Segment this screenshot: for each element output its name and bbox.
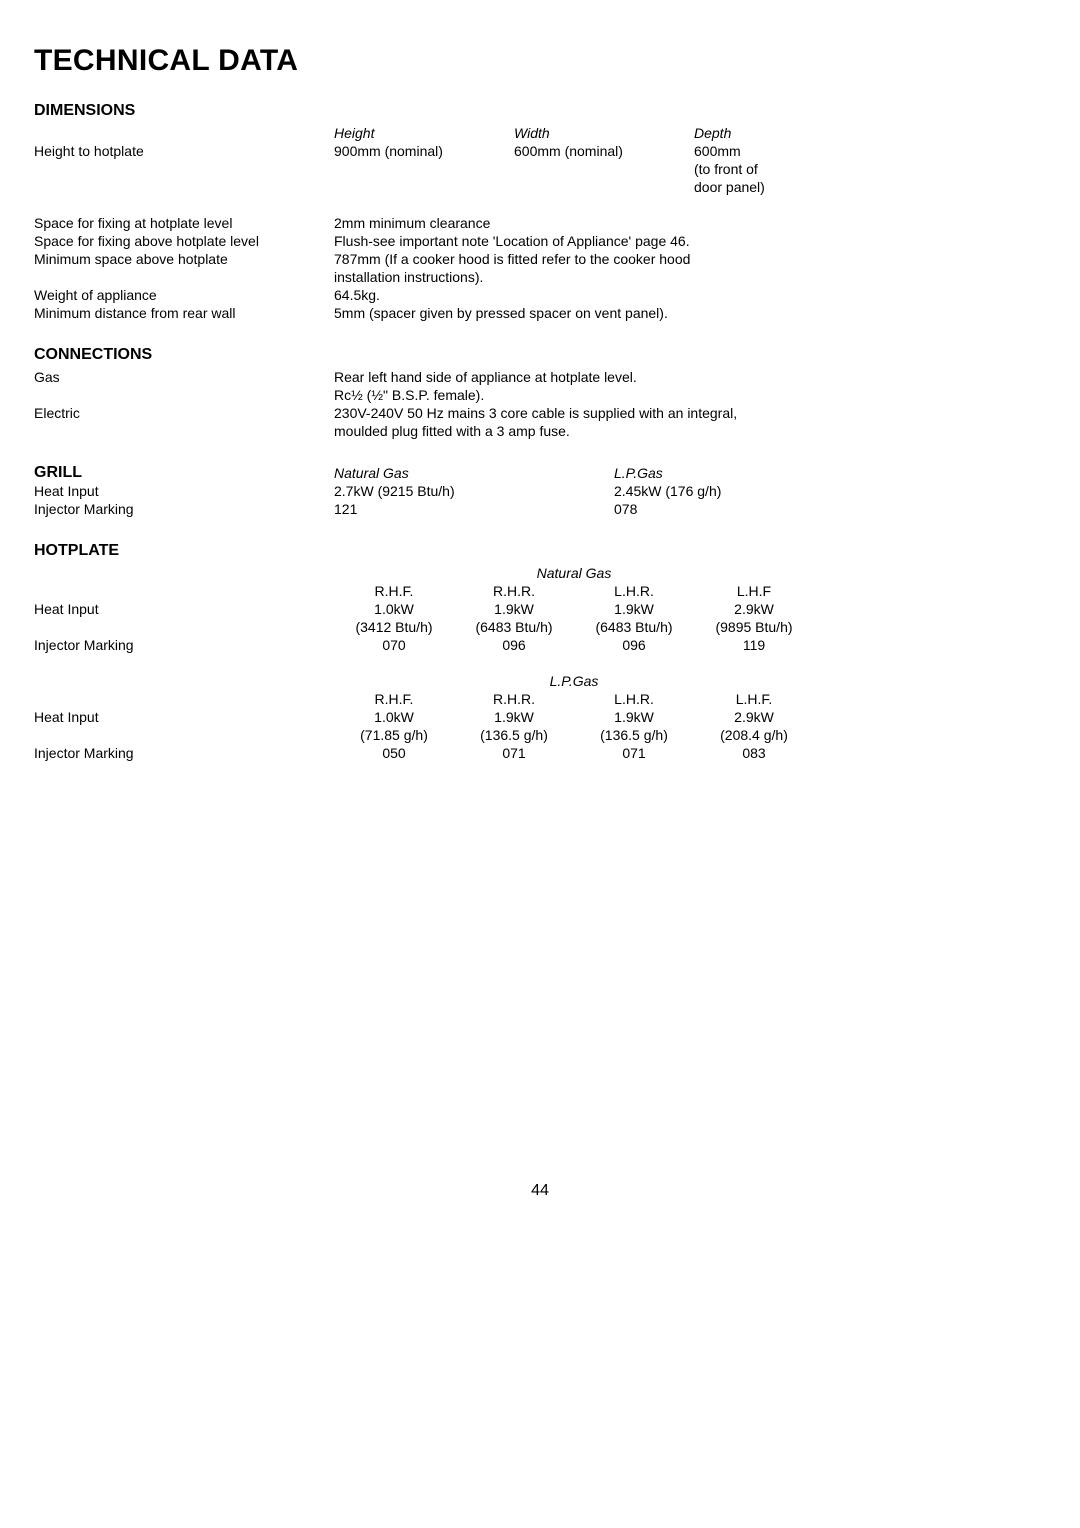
connections-section: CONNECTIONS Gas Rear left hand side of a… (34, 346, 1046, 440)
hp-ng-col-3: L.H.F (694, 582, 814, 600)
hp-ng-col-1: R.H.R. (454, 582, 574, 600)
hp-ng-title: Natural Gas (334, 564, 814, 582)
hp-ng-inj-label: Injector Marking (34, 636, 334, 654)
dimensions-heading: DIMENSIONS (34, 102, 1046, 120)
hp-lp-col-1: R.H.R. (454, 690, 574, 708)
hp-lp-heat2-2: (136.5 g/h) (574, 726, 694, 744)
hp-ng-col-2: L.H.R. (574, 582, 694, 600)
hp-lp-col-0: R.H.F. (334, 690, 454, 708)
dim-hth-width: 600mm (nominal) (514, 142, 694, 196)
grill-inj-lp: 078 (614, 500, 637, 518)
grill-head-ng: Natural Gas (334, 464, 614, 482)
dim-weight-label: Weight of appliance (34, 286, 334, 304)
dim-space-at-label: Space for fixing at hotplate level (34, 214, 334, 232)
dim-rear-wall-value: 5mm (spacer given by pressed spacer on v… (334, 304, 1046, 322)
grill-heading: GRILL (34, 464, 334, 482)
conn-gas-label: Gas (34, 368, 334, 404)
hp-lp-heat-0: 1.0kW (334, 708, 454, 726)
hp-ng-heat-label: Heat Input (34, 600, 334, 618)
grill-section: GRILL Natural Gas L.P.Gas Heat Input 2.7… (34, 464, 1046, 518)
grill-head-lp: L.P.Gas (614, 464, 663, 482)
hp-lp-heat2-3: (208.4 g/h) (694, 726, 814, 744)
dim-min-space-label: Minimum space above hotplate (34, 250, 334, 286)
hp-ng-heat-1: 1.9kW (454, 600, 574, 618)
hotplate-section: HOTPLATE Natural Gas R.H.F. R.H.R. L.H.R… (34, 542, 1046, 762)
hp-ng-col-0: R.H.F. (334, 582, 454, 600)
hotplate-heading: HOTPLATE (34, 542, 1046, 560)
dim-hth-depth: 600mm (to front of door panel) (694, 142, 894, 196)
dimensions-section: DIMENSIONS Height Width Depth Height to … (34, 102, 1046, 322)
hp-ng-inj-0: 070 (334, 636, 454, 654)
grill-inj-label: Injector Marking (34, 500, 334, 518)
dim-weight-value: 64.5kg. (334, 286, 1046, 304)
hp-ng-heat2-1: (6483 Btu/h) (454, 618, 574, 636)
grill-heat-lp: 2.45kW (176 g/h) (614, 482, 721, 500)
hp-lp-inj-2: 071 (574, 744, 694, 762)
hp-ng-inj-1: 096 (454, 636, 574, 654)
dim-hth-height: 900mm (nominal) (334, 142, 514, 196)
hp-lp-heat-label: Heat Input (34, 708, 334, 726)
dim-rear-wall-label: Minimum distance from rear wall (34, 304, 334, 322)
hp-lp-heat-2: 1.9kW (574, 708, 694, 726)
hp-lp-inj-label: Injector Marking (34, 744, 334, 762)
hp-lp-heat-3: 2.9kW (694, 708, 814, 726)
dim-head-width: Width (514, 124, 694, 142)
dim-hth-label: Height to hotplate (34, 142, 334, 196)
page-number: 44 (34, 1182, 1046, 1200)
conn-gas-value: Rear left hand side of appliance at hotp… (334, 368, 1046, 404)
hp-ng-heat2-2: (6483 Btu/h) (574, 618, 694, 636)
dim-head-depth: Depth (694, 124, 894, 142)
hp-lp-col-3: L.H.F. (694, 690, 814, 708)
hp-lp-heat2-0: (71.85 g/h) (334, 726, 454, 744)
hp-lp-heat2-1: (136.5 g/h) (454, 726, 574, 744)
dim-space-above-label: Space for fixing above hotplate level (34, 232, 334, 250)
hp-lp-col-2: L.H.R. (574, 690, 694, 708)
dim-head-height: Height (334, 124, 514, 142)
conn-electric-value: 230V-240V 50 Hz mains 3 core cable is su… (334, 404, 1046, 440)
hp-lp-inj-0: 050 (334, 744, 454, 762)
hp-lp-title: L.P.Gas (334, 672, 814, 690)
hp-ng-inj-3: 119 (694, 636, 814, 654)
hp-ng-heat-3: 2.9kW (694, 600, 814, 618)
grill-heat-ng: 2.7kW (9215 Btu/h) (334, 482, 614, 500)
conn-electric-label: Electric (34, 404, 334, 440)
dim-min-space-value: 787mm (If a cooker hood is fitted refer … (334, 250, 1046, 286)
grill-heat-label: Heat Input (34, 482, 334, 500)
hp-ng-inj-2: 096 (574, 636, 694, 654)
hp-lp-inj-3: 083 (694, 744, 814, 762)
hp-lp-heat-1: 1.9kW (454, 708, 574, 726)
connections-heading: CONNECTIONS (34, 346, 1046, 364)
hp-ng-heat2-3: (9895 Btu/h) (694, 618, 814, 636)
hp-ng-heat-2: 1.9kW (574, 600, 694, 618)
page-title: TECHNICAL DATA (34, 44, 1046, 78)
hp-ng-heat2-0: (3412 Btu/h) (334, 618, 454, 636)
hp-lp-inj-1: 071 (454, 744, 574, 762)
hp-ng-heat-0: 1.0kW (334, 600, 454, 618)
dim-space-above-value: Flush-see important note 'Location of Ap… (334, 232, 1046, 250)
dim-space-at-value: 2mm minimum clearance (334, 214, 1046, 232)
grill-inj-ng: 121 (334, 500, 614, 518)
